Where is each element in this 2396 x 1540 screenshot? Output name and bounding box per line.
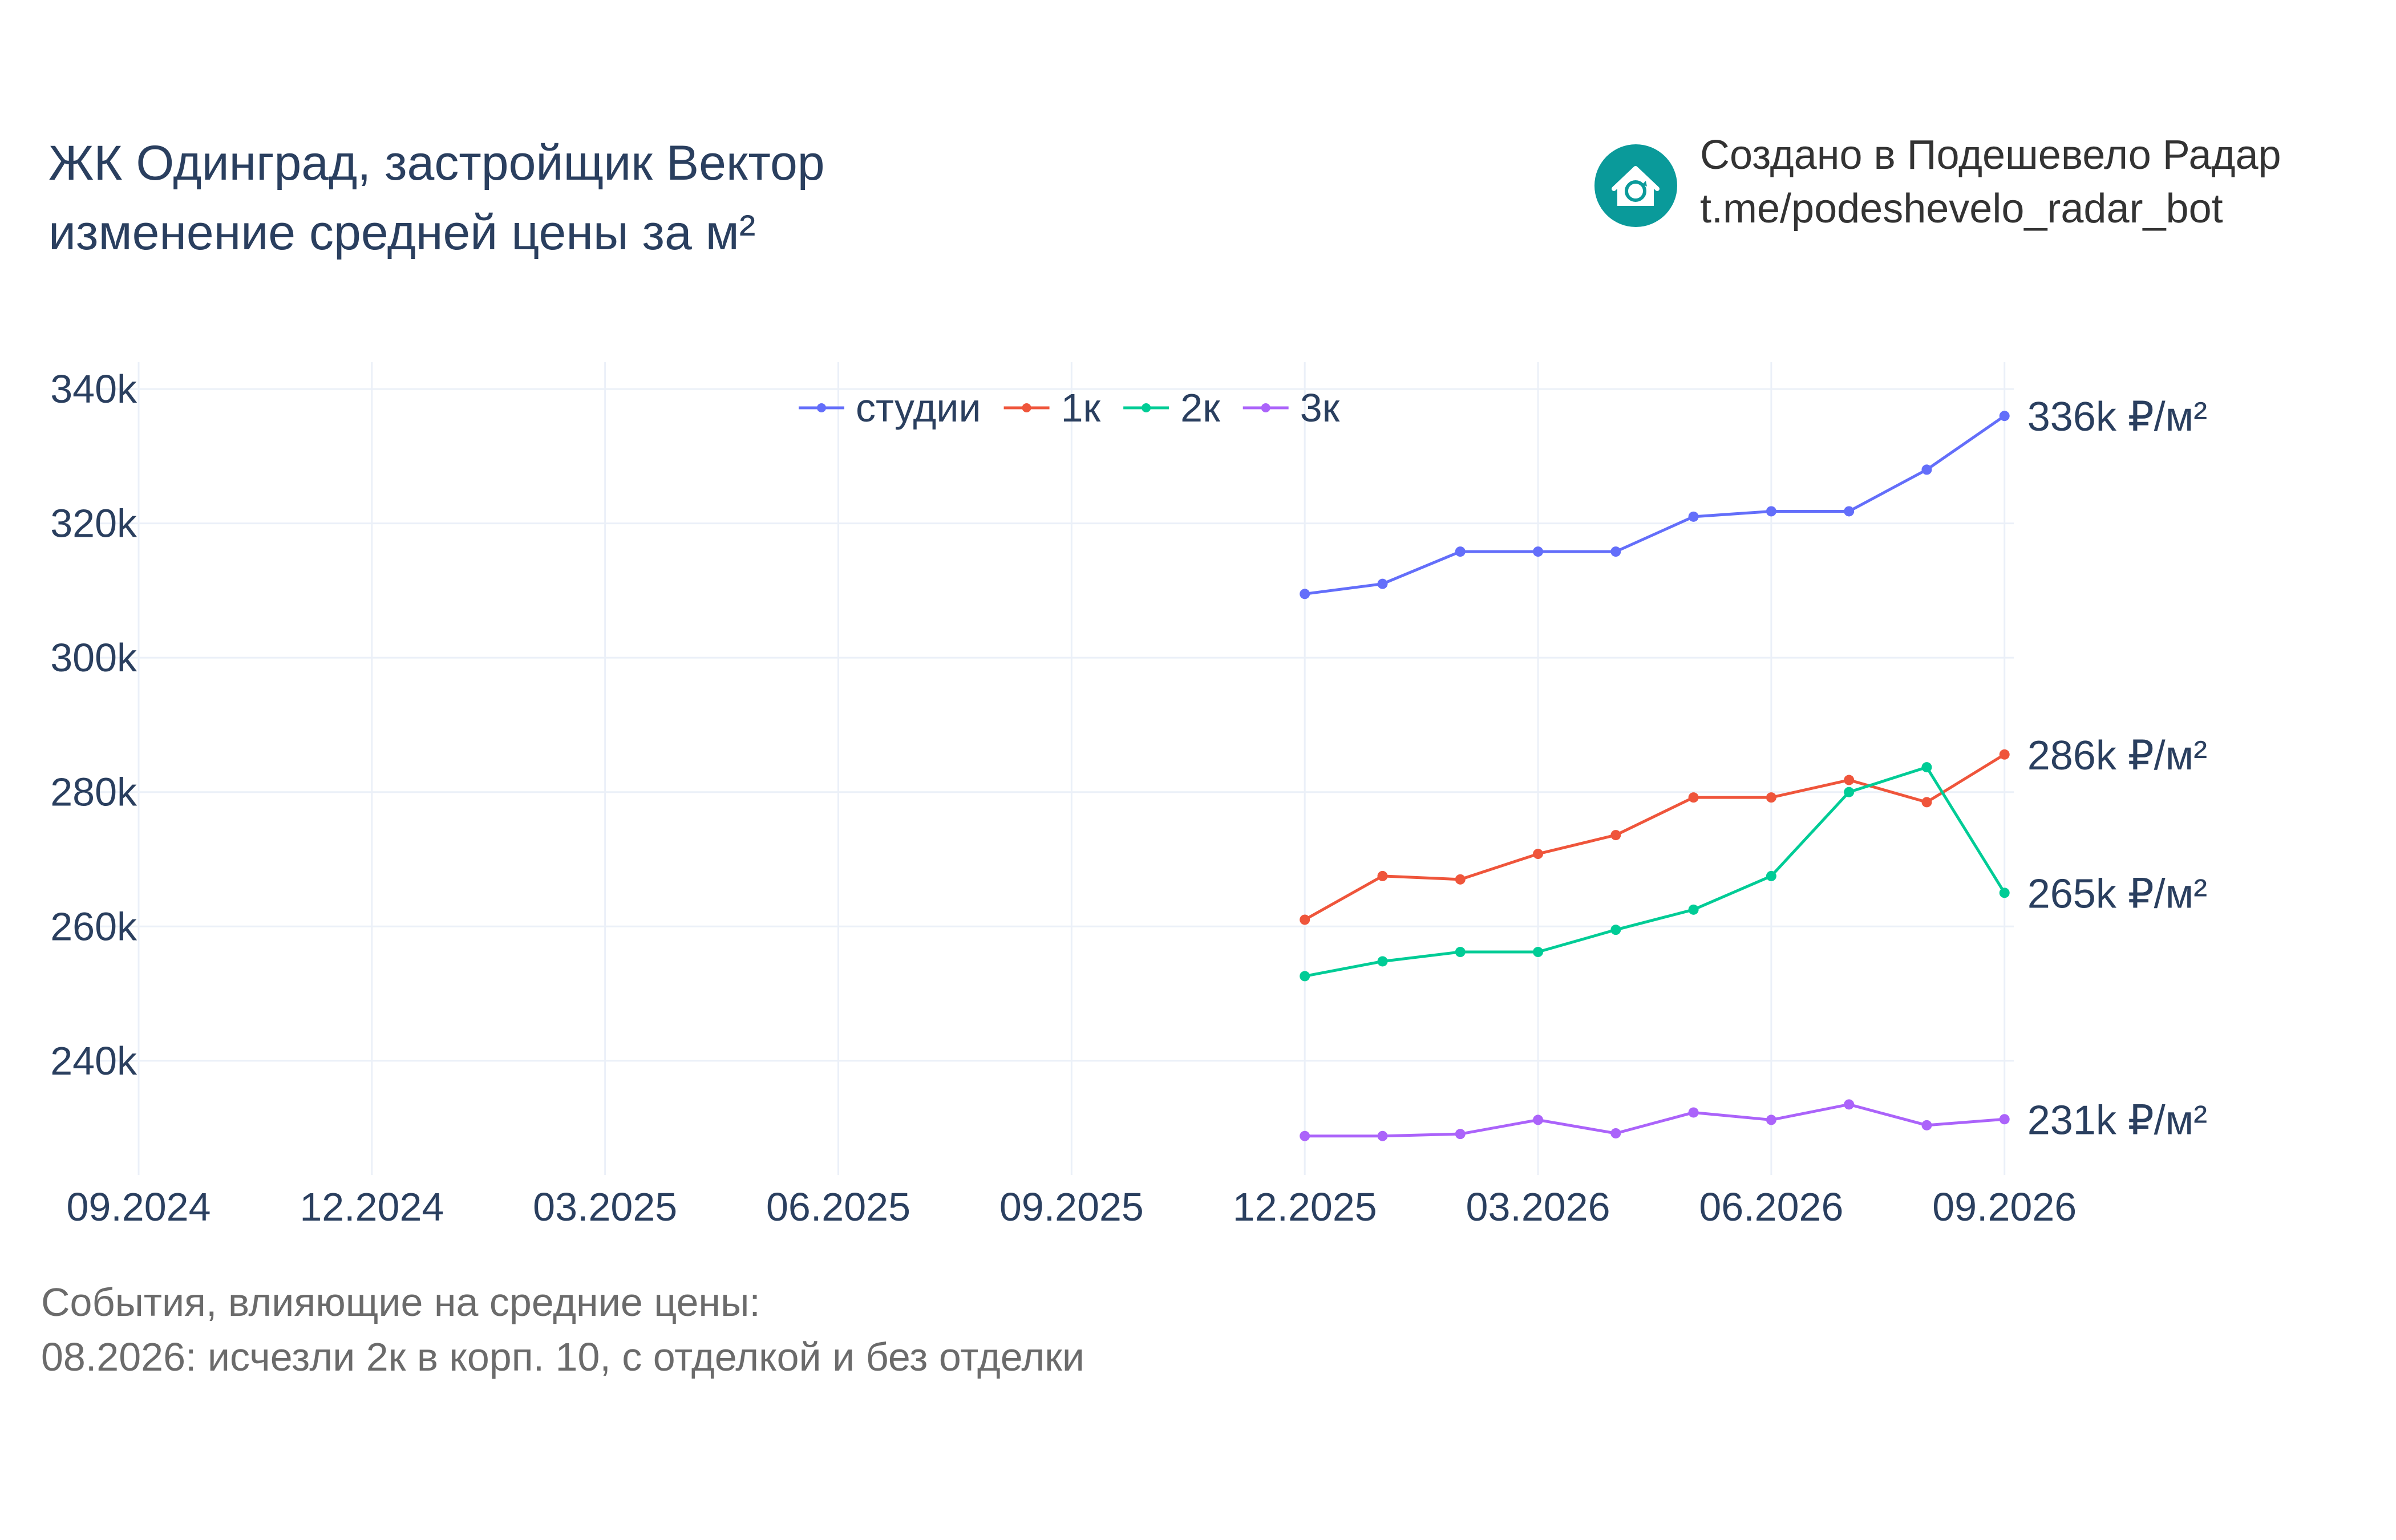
- legend: студии 1к 2к 3к: [799, 386, 1340, 430]
- data-point[interactable]: [1300, 971, 1310, 982]
- brand-name: Создано в Подешевело Радар: [1700, 132, 2281, 178]
- data-point[interactable]: [1766, 1115, 1776, 1125]
- data-point[interactable]: [1766, 792, 1776, 803]
- x-tick-label: 12.2025: [1233, 1185, 1377, 1229]
- y-tick-label: 340k: [50, 367, 137, 411]
- legend-marker: [817, 403, 826, 412]
- series-line: [1304, 765, 2006, 978]
- data-point[interactable]: [1455, 1129, 1466, 1140]
- data-point[interactable]: [1999, 1114, 2010, 1125]
- data-point[interactable]: [1921, 762, 1932, 773]
- data-point[interactable]: [1455, 874, 1466, 885]
- series-2к: [1300, 762, 2010, 982]
- x-tick-label: 12.2024: [300, 1185, 444, 1229]
- legend-item[interactable]: студии: [799, 386, 981, 430]
- data-point[interactable]: [1300, 1130, 1310, 1141]
- legend-marker: [1022, 403, 1031, 412]
- data-point[interactable]: [1533, 1115, 1544, 1125]
- y-tick-label: 280k: [50, 770, 137, 814]
- data-point[interactable]: [1377, 956, 1388, 967]
- brand-link[interactable]: t.me/podeshevelo_radar_bot: [1700, 186, 2223, 232]
- data-point[interactable]: [1377, 1130, 1388, 1141]
- data-point[interactable]: [1300, 914, 1310, 925]
- data-point[interactable]: [1921, 1120, 1932, 1130]
- data-point[interactable]: [1999, 749, 2010, 760]
- end-value-label: 286k ₽/м²: [2027, 733, 2207, 779]
- legend-label: 2к: [1180, 386, 1220, 430]
- data-point[interactable]: [1610, 1128, 1621, 1138]
- data-point[interactable]: [1844, 1099, 1855, 1110]
- data-point[interactable]: [1533, 947, 1544, 958]
- x-tick-label: 06.2026: [1699, 1185, 1843, 1229]
- data-point[interactable]: [1999, 887, 2010, 898]
- x-tick-label: 09.2025: [999, 1185, 1144, 1229]
- x-tick-label: 03.2026: [1466, 1185, 1610, 1229]
- series-line: [1305, 1103, 2005, 1138]
- event-item: 08.2026: исчезли 2к в корп. 10, с отделк…: [41, 1335, 1084, 1379]
- events-note: События, влияющие на средние цены: 08.20…: [41, 1275, 1084, 1384]
- end-labels: 336k ₽/м² 286k ₽/м² 265k ₽/м² 231k ₽/м²: [2027, 394, 2207, 1143]
- data-point[interactable]: [1999, 411, 2010, 422]
- data-point[interactable]: [1377, 870, 1388, 881]
- x-tick-label: 09.2024: [66, 1185, 211, 1229]
- x-tick-label: 06.2025: [766, 1185, 910, 1229]
- y-axis: 240k 260k 280k 300k 320k 340k: [50, 367, 137, 1083]
- series-студии: [1300, 411, 2010, 599]
- legend-label: студии: [856, 386, 981, 430]
- data-point[interactable]: [1921, 464, 1932, 475]
- data-point[interactable]: [1688, 511, 1699, 522]
- end-value-label: 336k ₽/м²: [2027, 394, 2207, 440]
- end-value-label: 231k ₽/м²: [2027, 1097, 2207, 1143]
- data-point[interactable]: [1844, 775, 1855, 785]
- series-line: [1304, 415, 2006, 595]
- title-line-1: ЖК Одинград, застройщик Вектор: [48, 136, 825, 191]
- events-heading: События, влияющие на средние цены:: [41, 1280, 760, 1324]
- x-tick-label: 09.2026: [1932, 1185, 2077, 1229]
- data-point[interactable]: [1610, 546, 1621, 557]
- data-point[interactable]: [1844, 506, 1855, 517]
- brand-block: Создано в Подешевело Радар t.me/podeshev…: [1594, 128, 2281, 236]
- series-1к: [1300, 749, 2010, 925]
- data-point[interactable]: [1921, 797, 1932, 808]
- house-refresh-icon: [1594, 144, 1677, 227]
- data-point[interactable]: [1688, 1107, 1699, 1118]
- y-tick-label: 320k: [50, 501, 137, 546]
- legend-label: 3к: [1300, 386, 1340, 430]
- legend-marker: [1261, 403, 1270, 412]
- data-point[interactable]: [1455, 546, 1466, 557]
- grid: [97, 362, 2014, 1175]
- data-point[interactable]: [1688, 792, 1699, 803]
- data-point[interactable]: [1533, 849, 1544, 860]
- data-point[interactable]: [1455, 947, 1466, 958]
- x-tick-label: 03.2025: [533, 1185, 677, 1229]
- legend-label: 1к: [1061, 386, 1101, 430]
- data-point[interactable]: [1766, 506, 1776, 517]
- legend-item[interactable]: 2к: [1123, 386, 1220, 430]
- data-point[interactable]: [1766, 870, 1776, 881]
- legend-marker: [1142, 403, 1151, 412]
- y-tick-label: 260k: [50, 904, 137, 949]
- data-point[interactable]: [1844, 787, 1855, 797]
- data-point[interactable]: [1377, 578, 1388, 589]
- data-point[interactable]: [1300, 589, 1310, 599]
- series-line: [1304, 753, 2006, 921]
- series: [1300, 411, 2010, 1141]
- data-point[interactable]: [1610, 830, 1621, 841]
- y-tick-label: 300k: [50, 635, 137, 680]
- end-value-label: 265k ₽/м²: [2027, 871, 2207, 917]
- title-line-2: изменение средней цены за м²: [48, 205, 756, 260]
- x-axis: 09.2024 12.2024 03.2025 06.2025 09.2025 12.20…: [66, 1185, 2077, 1229]
- chart-title: ЖК Одинград, застройщик Вектор изменение…: [48, 128, 825, 268]
- legend-item[interactable]: 3к: [1242, 386, 1340, 430]
- legend-item[interactable]: 1к: [1003, 386, 1101, 430]
- data-point[interactable]: [1533, 546, 1544, 557]
- y-tick-label: 240k: [50, 1039, 137, 1083]
- series-3к: [1300, 1099, 2010, 1141]
- data-point[interactable]: [1610, 925, 1621, 935]
- data-point[interactable]: [1688, 904, 1699, 915]
